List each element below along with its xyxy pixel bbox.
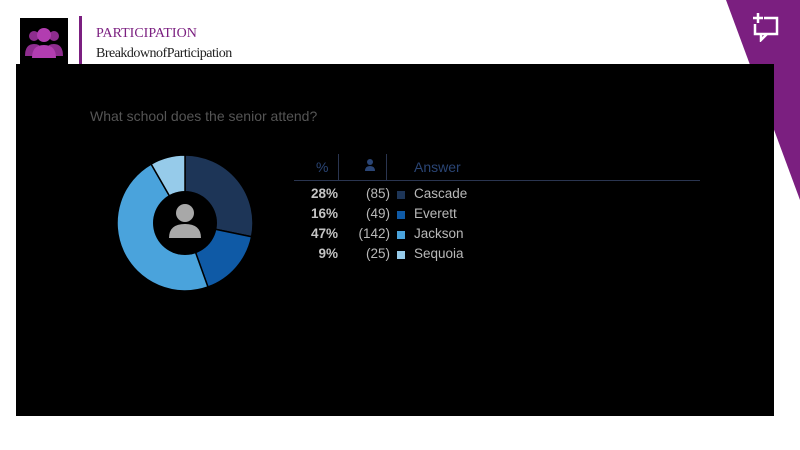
legend-row-cascade: 28% (85) Cascade [294, 182, 700, 202]
percent-label: 16% [310, 206, 338, 221]
legend-swatch [397, 251, 405, 259]
donut-chart [116, 154, 254, 292]
legend-table: % Answer 28% (85) Cascade 16% (49) Everett 47%… [294, 154, 700, 262]
donut-hole [153, 191, 217, 255]
header-divider [79, 16, 82, 64]
center-user-icon [169, 204, 201, 238]
answer-column-header: Answer [414, 159, 461, 175]
page-title: PARTICIPATION [96, 26, 197, 41]
legend-header: % Answer [294, 154, 700, 181]
answer-label: Everett [414, 206, 457, 221]
count-label: (25) [365, 246, 390, 261]
legend-swatch [397, 211, 405, 219]
answer-label: Sequoia [414, 246, 464, 261]
page-subtitle: BreakdownofParticipation [96, 46, 232, 61]
legend-swatch [397, 231, 405, 239]
percent-label: 9% [318, 246, 338, 261]
user-icon [365, 159, 375, 171]
legend-row-sequoia: 9% (25) Sequoia [294, 242, 700, 262]
count-label: (85) [365, 186, 390, 201]
percent-column-header: % [316, 159, 329, 175]
legend-rows: 28% (85) Cascade 16% (49) Everett 47% (142) Jack… [294, 181, 700, 262]
chart-title: What school does the senior attend? [90, 108, 318, 124]
legend-row-jackson: 47% (142) Jackson [294, 222, 700, 242]
legend-row-everett: 16% (49) Everett [294, 202, 700, 222]
participation-icon [20, 18, 68, 66]
chart-panel: What school does the senior attend? % An… [16, 64, 774, 416]
count-label: (142) [358, 226, 390, 241]
header-divider-1 [338, 154, 339, 180]
legend-swatch [397, 191, 405, 199]
answer-label: Jackson [414, 226, 464, 241]
percent-label: 47% [310, 226, 338, 241]
count-label: (49) [365, 206, 390, 221]
answer-label: Cascade [414, 186, 468, 201]
add-comment-icon[interactable] [752, 12, 782, 42]
header-divider-2 [386, 154, 387, 180]
percent-label: 28% [310, 186, 338, 201]
